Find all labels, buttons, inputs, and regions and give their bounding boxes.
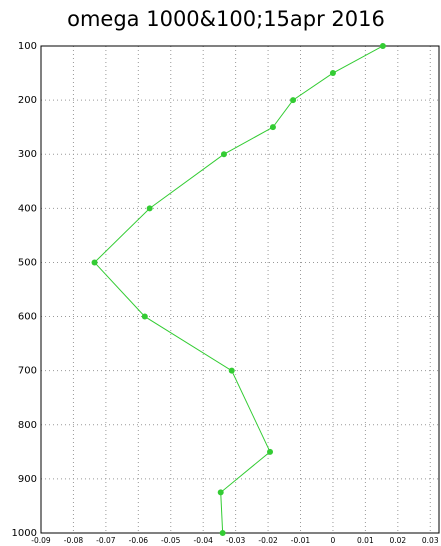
y-tick-label: 600 — [18, 312, 37, 323]
y-tick-label: 400 — [18, 203, 37, 214]
data-point — [290, 97, 297, 104]
y-tick-label: 700 — [18, 366, 37, 377]
data-point — [141, 313, 148, 320]
y-tick-label: 900 — [18, 474, 37, 485]
x-tick-label: 0 — [331, 536, 336, 545]
data-point — [329, 70, 336, 77]
y-tick-label: 800 — [18, 420, 37, 431]
plot-frame — [40, 45, 440, 534]
x-tick-label: 0.03 — [422, 536, 439, 545]
x-tick-label: -0.06 — [129, 536, 149, 545]
x-tick-label: -0.02 — [258, 536, 278, 545]
data-point — [379, 43, 386, 49]
data-point — [267, 448, 274, 455]
x-tick-label: 0.02 — [389, 536, 406, 545]
x-tick-label: -0.05 — [161, 536, 181, 545]
data-point — [146, 205, 153, 212]
x-tick-label: -0.08 — [64, 536, 84, 545]
profile-line — [93, 45, 384, 534]
x-tick-label: 0.01 — [357, 536, 374, 545]
data-point — [269, 124, 276, 131]
y-tick-label: 1000 — [12, 528, 37, 539]
y-tick-label: 500 — [18, 257, 37, 268]
data-point — [219, 530, 226, 536]
chart-title: omega 1000&100;15apr 2016 — [67, 7, 385, 31]
y-tick-label: 100 — [18, 41, 37, 52]
x-tick-label: -0.03 — [226, 536, 246, 545]
data-point — [91, 259, 98, 266]
x-tick-label: -0.04 — [193, 536, 213, 545]
data-point — [217, 489, 224, 496]
y-tick-label: 300 — [18, 149, 37, 160]
data-point — [220, 151, 227, 158]
data-point — [228, 367, 235, 374]
x-tick-label: -0.07 — [96, 536, 116, 545]
y-tick-label: 200 — [18, 95, 37, 106]
x-tick-label: -0.01 — [291, 536, 311, 545]
x-tick-label: -0.09 — [31, 536, 51, 545]
